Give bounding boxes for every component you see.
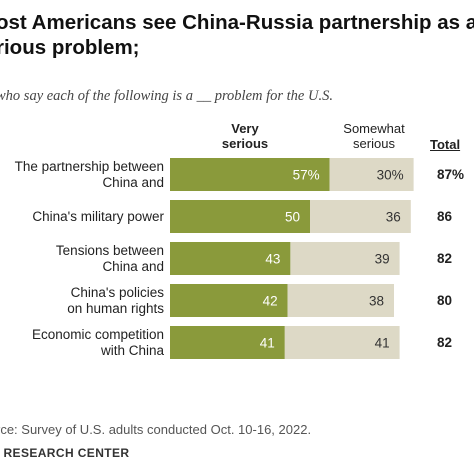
- value-label-very-serious: 43: [265, 252, 280, 267]
- value-label-somewhat-serious: 38: [369, 294, 384, 309]
- category-label: China's military power: [32, 208, 164, 224]
- total-value: 80: [437, 292, 453, 308]
- category-label: The partnership between China and: [14, 158, 164, 190]
- column-header-total: Total: [430, 137, 461, 152]
- value-label-somewhat-serious: 36: [386, 210, 401, 225]
- chart-subtitle: who say each of the following is a __ pr…: [0, 88, 333, 104]
- bar-very-serious: [170, 242, 291, 275]
- value-label-somewhat-serious: 41: [375, 336, 390, 351]
- value-label-very-serious: 57%: [293, 168, 320, 183]
- category-label: China's policies on human rights: [67, 284, 164, 316]
- bar-very-serious: [170, 284, 288, 317]
- total-value: 82: [437, 334, 453, 350]
- bar-somewhat-serious: [329, 158, 414, 191]
- value-label-somewhat-serious: 39: [375, 252, 390, 267]
- bar-very-serious: [170, 326, 285, 359]
- bar-very-serious: [170, 158, 330, 191]
- total-value: 82: [437, 250, 453, 266]
- title-line-2: rious problem;: [0, 36, 140, 59]
- bar-very-serious: [170, 200, 310, 233]
- value-label-very-serious: 50: [285, 210, 300, 225]
- value-label-very-serious: 41: [260, 336, 275, 351]
- bar-somewhat-serious: [287, 284, 394, 317]
- total-value: 87%: [437, 166, 465, 182]
- chart-title: ost Americans see China-Russia partnersh…: [0, 10, 474, 60]
- column-header-somewhat-serious: Somewhat serious: [343, 121, 405, 151]
- source-note: rce: Survey of U.S. adults conducted Oct…: [0, 422, 312, 437]
- total-value: 86: [437, 208, 453, 224]
- value-label-very-serious: 42: [263, 294, 278, 309]
- column-header-very-serious: Very serious: [221, 121, 269, 151]
- organization-credit: / RESEARCH CENTER: [0, 446, 130, 460]
- value-label-somewhat-serious: 30%: [377, 168, 404, 183]
- bar-somewhat-serious: [290, 242, 400, 275]
- bar-somewhat-serious: [310, 200, 411, 233]
- title-line-1: ost Americans see China-Russia partnersh…: [0, 11, 474, 34]
- category-label: Tensions between China and: [55, 242, 164, 274]
- bar-somewhat-serious: [284, 326, 400, 359]
- category-label: Economic competition with China: [31, 326, 164, 358]
